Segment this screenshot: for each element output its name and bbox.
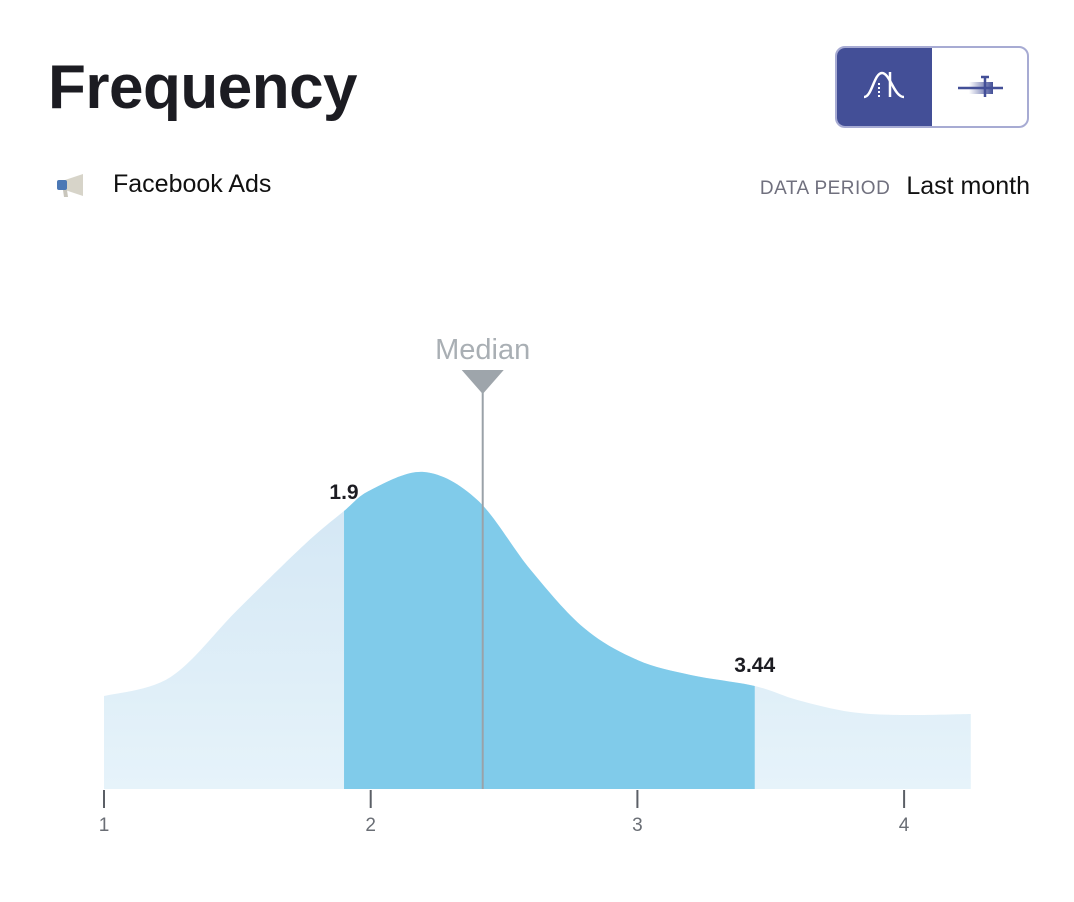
x-tick-label: 2 xyxy=(365,815,376,836)
period-value[interactable]: Last month xyxy=(906,172,1030,200)
x-axis: 1 2 3 4 xyxy=(99,790,910,836)
source-label: Facebook Ads xyxy=(113,170,272,198)
median-label: Median xyxy=(435,334,530,366)
range-high-label: 3.44 xyxy=(734,654,775,677)
distribution-view-button[interactable] xyxy=(837,48,932,126)
data-source: Facebook Ads xyxy=(55,170,271,199)
boxplot-view-button[interactable] xyxy=(932,48,1027,126)
period-label: DATA PERIOD xyxy=(759,178,891,199)
box-plot-icon xyxy=(957,75,1003,97)
megaphone-icon xyxy=(57,173,83,197)
page-title: Frequency xyxy=(48,53,358,122)
median-marker xyxy=(461,370,504,394)
distribution-curve-icon xyxy=(863,71,904,99)
x-tick-label: 4 xyxy=(899,815,910,836)
view-toggle xyxy=(835,46,1029,128)
interquartile-area xyxy=(344,471,755,789)
data-period: DATA PERIOD Last month xyxy=(760,172,1030,201)
x-tick-label: 1 xyxy=(99,815,110,836)
x-tick-label: 3 xyxy=(632,815,643,836)
range-low-label: 1.9 xyxy=(329,481,358,504)
